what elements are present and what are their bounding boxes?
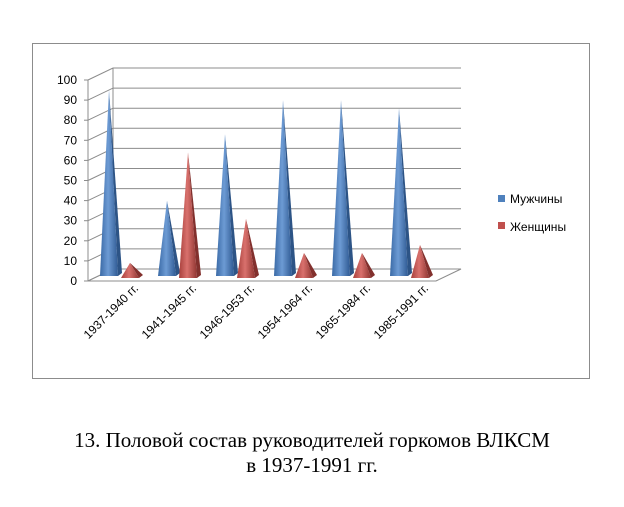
y-tick-label: 50 [64, 174, 78, 188]
cones-layer [100, 90, 433, 278]
chart-frame: 0 10 20 30 40 50 60 70 80 90 100 1937-1940 гг. 1941… [32, 43, 590, 379]
y-tick-label: 70 [64, 133, 78, 147]
cone-side [304, 252, 317, 278]
gridline [87, 147, 461, 161]
cone-male [332, 100, 350, 276]
y-tick-label: 20 [64, 234, 78, 248]
cone-side [167, 200, 180, 276]
cone-male [158, 200, 176, 276]
legend-label-female: Женщины [510, 220, 566, 234]
y-tick-label: 100 [57, 73, 77, 87]
cone-side [130, 262, 143, 278]
x-tick-label: 1965-1984 гг. [313, 281, 373, 341]
y-axis: 0 10 20 30 40 50 60 70 80 90 100 [57, 73, 89, 288]
legend-swatch-female [498, 222, 505, 229]
cone-side [188, 152, 201, 278]
caption-line-1: 13. Половой состав руководителей горкомо… [74, 428, 550, 452]
gridline [87, 87, 461, 101]
gridline [87, 107, 461, 121]
y-tick-label: 30 [64, 214, 78, 228]
x-tick-label: 1985-1991 гг. [371, 281, 431, 341]
gridline [87, 168, 461, 181]
y-tick-label: 0 [70, 274, 77, 288]
gridline [87, 127, 461, 141]
y-tick-label: 80 [64, 113, 78, 127]
cone-side [399, 108, 412, 276]
cone-male [390, 108, 408, 276]
cone-female [179, 152, 197, 278]
gridline [87, 67, 461, 81]
x-tick-label: 1946-1953 гг. [197, 281, 257, 341]
x-tick-label: 1937-1940 гг. [81, 281, 141, 341]
x-axis-labels: 1937-1940 гг.1941-1945 гг.1946-1953 гг.1… [81, 281, 431, 341]
cone-side [341, 100, 354, 276]
cone-side [362, 252, 375, 278]
caption-line-2: в 1937-1991 гг. [246, 453, 378, 477]
cone-side [283, 100, 296, 276]
cone-male [274, 100, 292, 276]
cone-side [225, 134, 238, 276]
cone-female [411, 244, 429, 278]
cone-female [295, 252, 313, 278]
cone-chart: 0 10 20 30 40 50 60 70 80 90 100 1937-1940 гг.1941… [57, 67, 566, 342]
x-tick-label: 1954-1964 гг. [255, 281, 315, 341]
legend-label-male: Мужчины [510, 192, 562, 206]
cone-side [246, 218, 259, 278]
cone-female [237, 218, 255, 278]
cone-side [420, 244, 433, 278]
cone-male [100, 90, 118, 276]
legend: Мужчины Женщины [498, 192, 566, 234]
cone-female [121, 262, 139, 278]
figure-caption: 13. Половой состав руководителей горкомо… [0, 428, 624, 478]
cone-side [109, 90, 122, 276]
cone-male [216, 134, 234, 276]
y-tick-label: 10 [64, 254, 78, 268]
y-tick-label: 40 [64, 194, 78, 208]
legend-swatch-male [498, 195, 505, 202]
cone-female [353, 252, 371, 278]
y-tick-label: 90 [64, 93, 78, 107]
y-tick-label: 60 [64, 153, 78, 167]
x-tick-label: 1941-1945 гг. [139, 281, 199, 341]
